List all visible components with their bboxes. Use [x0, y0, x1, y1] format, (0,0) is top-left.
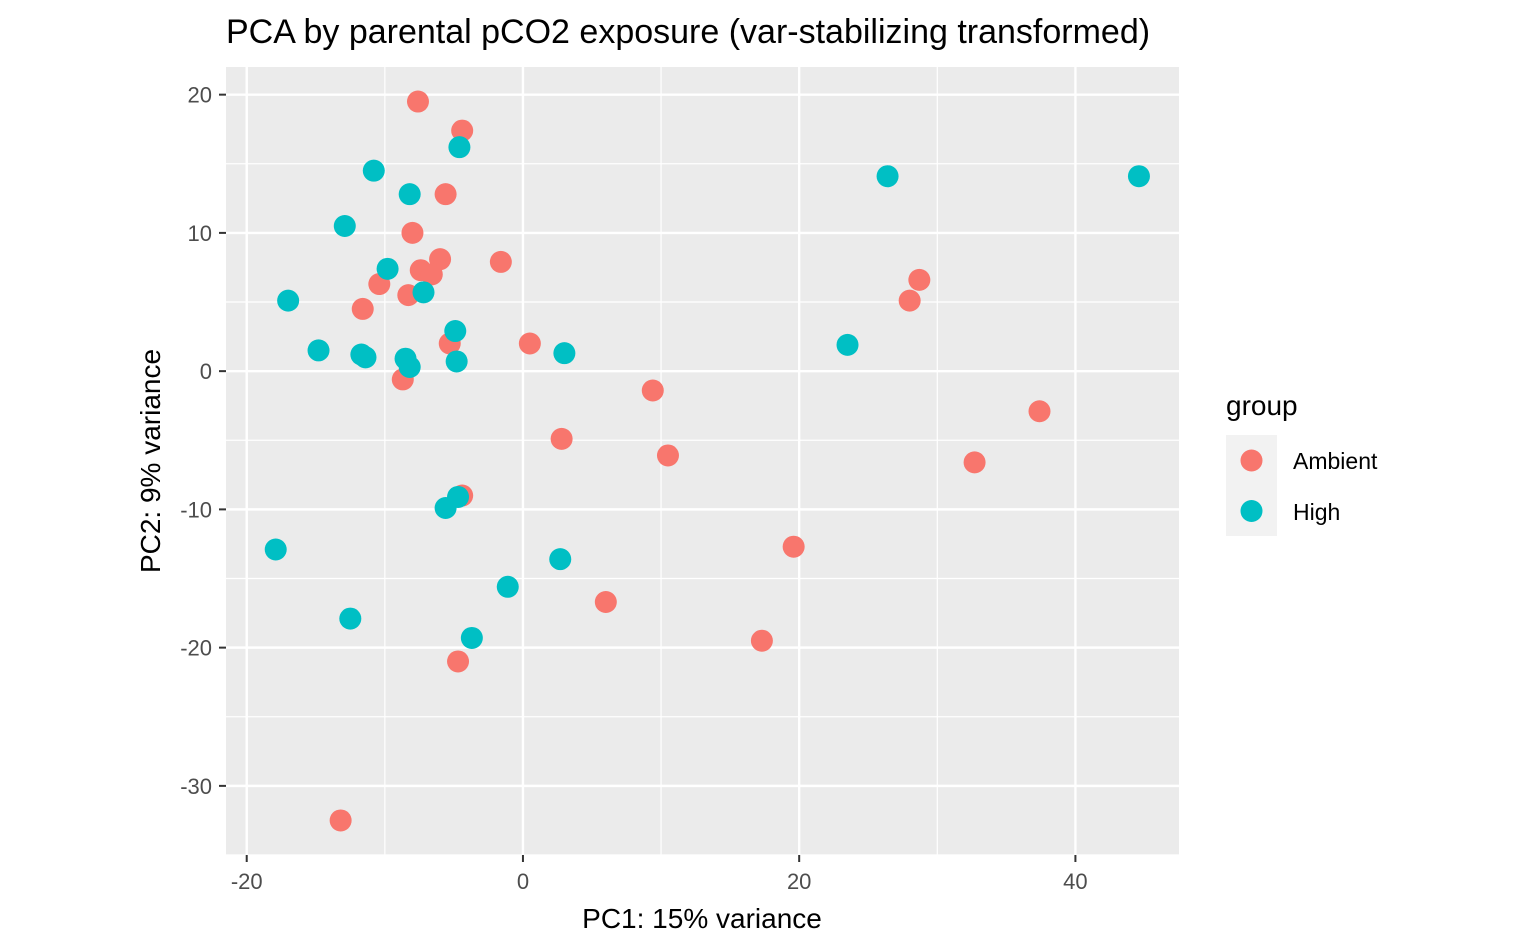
y-tick-label: 10 — [188, 221, 212, 246]
point-high — [445, 350, 468, 373]
point-ambient — [908, 268, 931, 291]
legend-label-ambient: Ambient — [1293, 448, 1378, 474]
point-high — [1127, 165, 1150, 188]
point-ambient — [329, 809, 352, 832]
point-ambient — [750, 629, 773, 652]
legend-key-ambient — [1240, 449, 1263, 472]
y-axis: 20 10 0 -10 -20 -30 — [180, 83, 226, 799]
grid-major — [226, 67, 1179, 855]
point-ambient — [447, 650, 470, 673]
point-high — [434, 497, 457, 520]
legend: group Ambient High — [1226, 390, 1378, 536]
x-axis: -20 0 20 40 — [231, 855, 1088, 894]
grid-minor — [226, 67, 1179, 856]
x-axis-label: PC1: 15% variance — [582, 903, 822, 934]
point-high — [362, 159, 385, 182]
point-high — [412, 281, 435, 304]
y-tick-label: 0 — [200, 359, 212, 384]
point-ambient — [351, 297, 374, 320]
point-high — [460, 626, 483, 649]
y-tick-label: -20 — [180, 636, 212, 661]
plot-panel — [226, 67, 1179, 855]
y-tick-label: -30 — [180, 774, 212, 799]
point-high — [307, 339, 330, 362]
point-high — [376, 257, 399, 280]
point-ambient — [434, 183, 457, 206]
point-high — [836, 333, 859, 356]
point-ambient — [641, 379, 664, 402]
point-high — [444, 320, 467, 343]
y-axis-label: PC2: 9% variance — [135, 349, 166, 573]
y-tick-label: -10 — [180, 497, 212, 522]
point-high — [876, 165, 899, 188]
point-high — [553, 342, 576, 365]
point-ambient — [1028, 400, 1051, 423]
point-ambient — [782, 535, 805, 558]
x-tick-label: 20 — [787, 869, 811, 894]
point-ambient — [420, 263, 443, 286]
point-high — [448, 136, 471, 159]
point-high — [333, 214, 356, 237]
point-ambient — [594, 591, 617, 614]
point-high — [264, 538, 287, 561]
point-high — [277, 289, 300, 312]
point-ambient — [406, 90, 429, 113]
x-tick-label: 0 — [517, 869, 529, 894]
point-ambient — [550, 427, 573, 450]
x-tick-label: 40 — [1063, 869, 1087, 894]
point-ambient — [489, 250, 512, 273]
point-ambient — [401, 221, 424, 244]
point-high — [398, 183, 421, 206]
point-ambient — [656, 444, 679, 467]
point-ambient — [518, 332, 541, 355]
legend-label-high: High — [1293, 499, 1340, 525]
point-high — [549, 548, 572, 571]
legend-title: group — [1226, 390, 1298, 421]
point-high — [398, 355, 421, 378]
chart-title: PCA by parental pCO2 exposure (var-stabi… — [226, 13, 1150, 51]
point-ambient — [451, 119, 474, 142]
point-high — [496, 575, 519, 598]
point-high — [339, 607, 362, 630]
point-high — [354, 346, 377, 369]
x-tick-label: -20 — [231, 869, 263, 894]
legend-key-high — [1240, 500, 1263, 522]
data-points — [264, 90, 1150, 832]
point-ambient — [963, 451, 986, 474]
point-ambient — [898, 289, 921, 312]
y-tick-label: 20 — [188, 83, 212, 108]
